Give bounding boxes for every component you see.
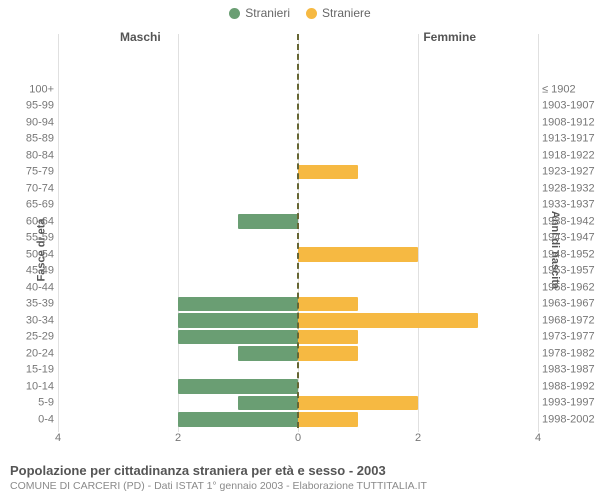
legend-swatch-straniere bbox=[306, 8, 317, 19]
x-tick-label: 2 bbox=[415, 432, 421, 444]
y-label-years: 1958-1962 bbox=[542, 282, 595, 293]
y-label-age: 50-54 bbox=[26, 249, 54, 260]
y-label-age: 95-99 bbox=[26, 101, 54, 112]
y-label-age: 20-24 bbox=[26, 348, 54, 359]
y-label-age: 45-49 bbox=[26, 266, 54, 277]
y-label-years: 1908-1912 bbox=[542, 117, 595, 128]
x-tick-label: 2 bbox=[175, 432, 181, 444]
y-label-age: 60-64 bbox=[26, 216, 54, 227]
y-label-years: 1993-1997 bbox=[542, 398, 595, 409]
y-label-age: 100+ bbox=[29, 84, 54, 95]
y-label-years: 1933-1937 bbox=[542, 200, 595, 211]
y-label-years: 1963-1967 bbox=[542, 299, 595, 310]
y-label-age: 80-84 bbox=[26, 150, 54, 161]
y-label-years: 1928-1932 bbox=[542, 183, 595, 194]
y-label-age: 10-14 bbox=[26, 381, 54, 392]
y-label-years: 1903-1907 bbox=[542, 101, 595, 112]
x-labels: 4 2 0 2 4 bbox=[58, 432, 538, 446]
legend-item-stranieri: Stranieri bbox=[229, 6, 290, 20]
y-label-age: 55-59 bbox=[26, 233, 54, 244]
y-label-age: 40-44 bbox=[26, 282, 54, 293]
legend-item-straniere: Straniere bbox=[306, 6, 371, 20]
y-label-age: 15-19 bbox=[26, 365, 54, 376]
gridline bbox=[538, 34, 539, 432]
y-label-age: 65-69 bbox=[26, 200, 54, 211]
x-tick-label: 4 bbox=[535, 432, 541, 444]
y-label-years: 1988-1992 bbox=[542, 381, 595, 392]
legend-label-straniere: Straniere bbox=[322, 6, 371, 20]
legend: Stranieri Straniere bbox=[0, 0, 600, 20]
chart-footer: Popolazione per cittadinanza straniera p… bbox=[10, 463, 590, 492]
y-label-age: 35-39 bbox=[26, 299, 54, 310]
y-label-age: 90-94 bbox=[26, 117, 54, 128]
y-labels-age: 100+ 95-99 90-94 85-89 80-84 75-79 70-74 65-69 6… bbox=[10, 34, 54, 428]
y-label-years: 1948-1952 bbox=[542, 249, 595, 260]
x-tick-label: 4 bbox=[55, 432, 61, 444]
y-labels-years: ≤ 1902 1903-1907 1908-1912 1913-1917 1918-19… bbox=[542, 34, 598, 428]
y-label-years: 1923-1927 bbox=[542, 167, 595, 178]
population-pyramid-chart: 100+95-9990-9485-8980-8475-7970-7465-696… bbox=[58, 34, 538, 428]
y-label-years: 1953-1957 bbox=[542, 266, 595, 277]
y-label-years: 1968-1972 bbox=[542, 315, 595, 326]
y-label-years: 1998-2002 bbox=[542, 414, 595, 425]
y-label-years: ≤ 1902 bbox=[542, 84, 576, 95]
legend-swatch-stranieri bbox=[229, 8, 240, 19]
y-label-years: 1978-1982 bbox=[542, 348, 595, 359]
y-label-years: 1918-1922 bbox=[542, 150, 595, 161]
x-tick-label: 0 bbox=[295, 432, 301, 444]
chart-title: Popolazione per cittadinanza straniera p… bbox=[10, 463, 590, 478]
y-label-years: 1973-1977 bbox=[542, 332, 595, 343]
y-label-age: 30-34 bbox=[26, 315, 54, 326]
y-label-age: 25-29 bbox=[26, 332, 54, 343]
y-label-age: 70-74 bbox=[26, 183, 54, 194]
y-label-years: 1983-1987 bbox=[542, 365, 595, 376]
y-label-years: 1943-1947 bbox=[542, 233, 595, 244]
y-label-years: 1938-1942 bbox=[542, 216, 595, 227]
legend-label-stranieri: Stranieri bbox=[245, 6, 290, 20]
y-label-years: 1913-1917 bbox=[542, 134, 595, 145]
y-label-age: 85-89 bbox=[26, 134, 54, 145]
center-line bbox=[58, 34, 538, 428]
y-label-age: 75-79 bbox=[26, 167, 54, 178]
y-label-age: 0-4 bbox=[38, 414, 54, 425]
y-label-age: 5-9 bbox=[38, 398, 54, 409]
chart-subtitle: COMUNE DI CARCERI (PD) - Dati ISTAT 1° g… bbox=[10, 480, 590, 492]
